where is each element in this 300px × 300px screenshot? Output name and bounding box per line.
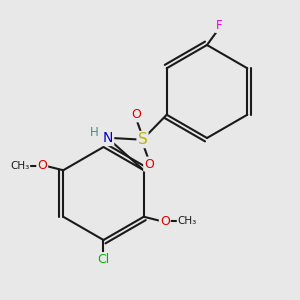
Text: O: O [131, 108, 141, 122]
Text: N: N [103, 131, 113, 145]
Text: CH₃: CH₃ [178, 216, 197, 226]
Text: Cl: Cl [98, 253, 110, 266]
Text: H: H [90, 126, 99, 139]
Text: CH₃: CH₃ [10, 161, 29, 171]
Text: O: O [144, 158, 154, 171]
Text: S: S [138, 132, 147, 147]
Text: methoxy: methoxy [20, 165, 27, 166]
Text: O: O [160, 215, 170, 228]
Text: O: O [37, 159, 47, 172]
Text: methoxy: methoxy [21, 164, 27, 166]
Text: F: F [216, 19, 222, 32]
